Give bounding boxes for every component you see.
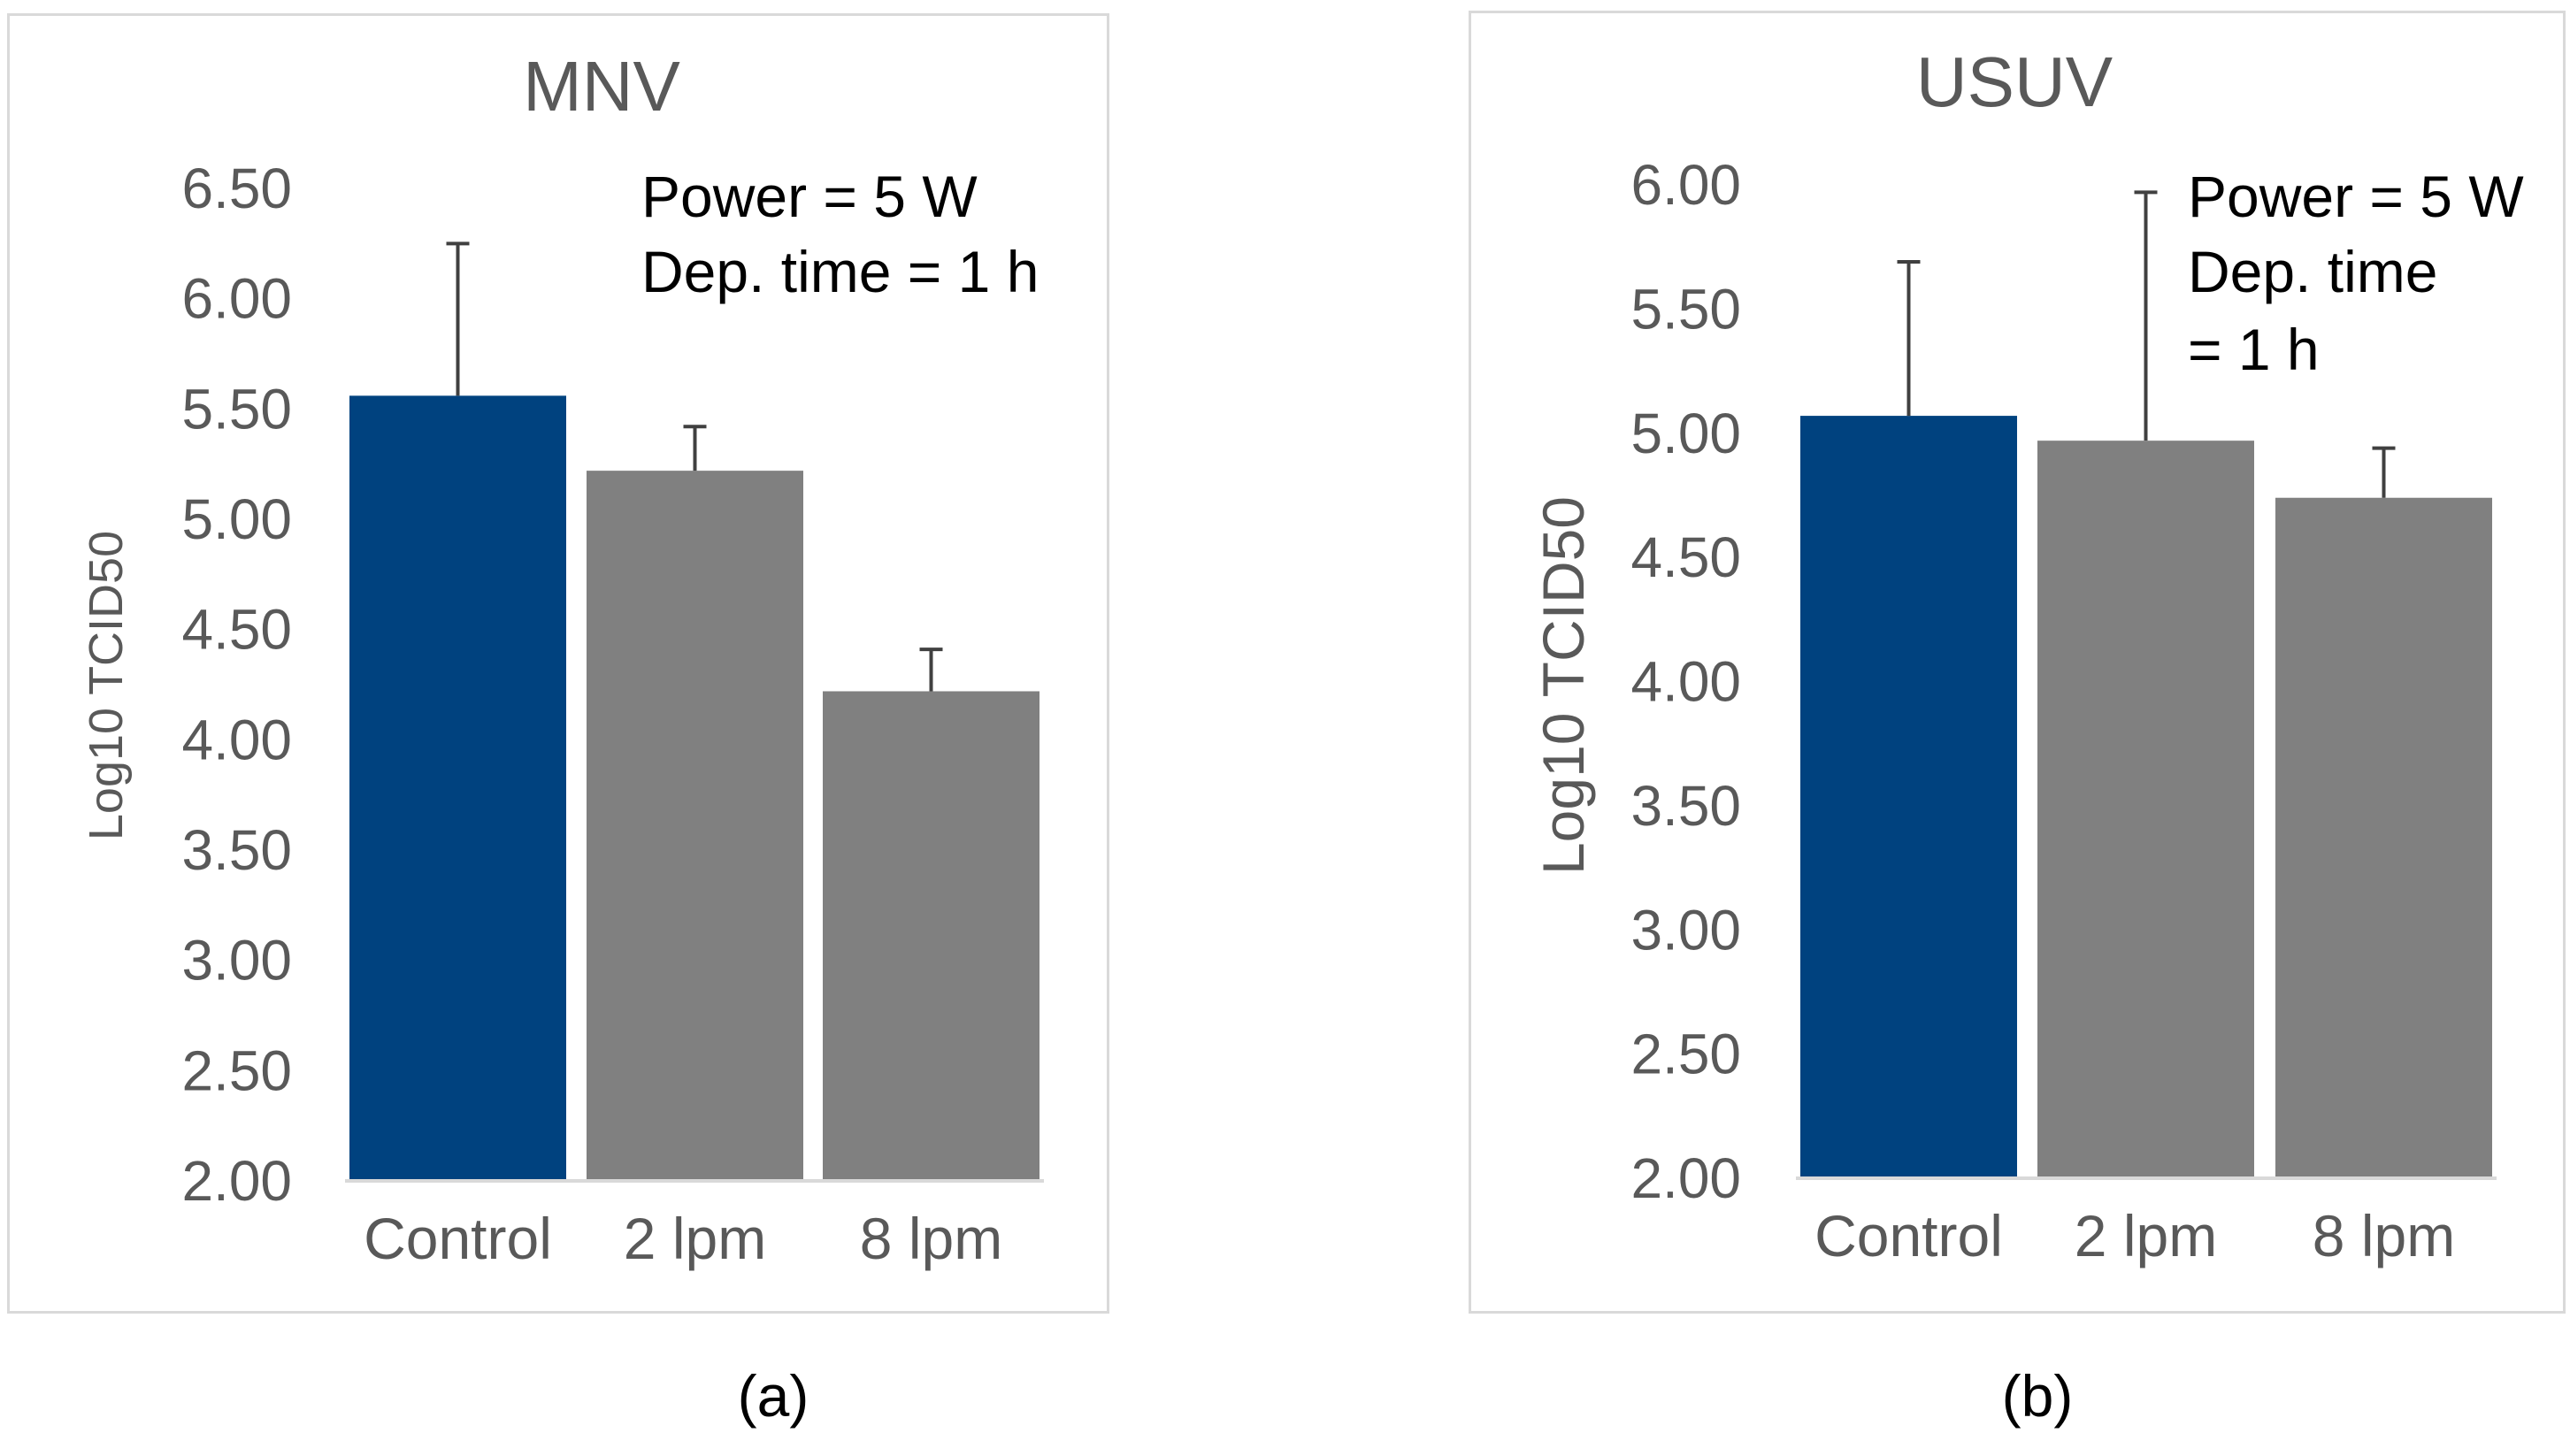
y-tick-label: 3.50 [1630, 774, 1741, 838]
y-tick-label: 2.50 [181, 1038, 292, 1102]
y-axis-label: Log10 TCID50 [80, 531, 133, 840]
y-tick-label: 4.00 [181, 708, 292, 771]
chart-title: USUV [1916, 42, 2114, 121]
caption-a: (a) [737, 1363, 809, 1429]
y-tick-label: 6.00 [1630, 153, 1741, 217]
error-bar [1897, 260, 1921, 417]
x-tick-label: 2 lpm [624, 1206, 766, 1271]
bar-8-lpm [823, 691, 1040, 1181]
y-tick-label: 3.00 [181, 929, 292, 992]
bar-2-lpm [587, 471, 803, 1181]
y-axis-label: Log10 TCID50 [1530, 496, 1596, 875]
x-tick-label: Control [1814, 1203, 2003, 1268]
y-tick-label: 5.50 [1630, 277, 1741, 341]
error-bar [919, 648, 943, 692]
y-tick-label: 2.50 [1630, 1023, 1741, 1086]
y-tick-label: 4.50 [1630, 525, 1741, 589]
y-tick-label: 2.00 [181, 1149, 292, 1213]
bar-control [349, 395, 566, 1182]
y-tick-label: 5.50 [181, 377, 292, 441]
y-tick-label: 4.50 [181, 598, 292, 662]
bar-2-lpm [2037, 441, 2254, 1178]
y-tick-label: 2.00 [1630, 1146, 1741, 1210]
chart-annotation: Power = 5 W [641, 164, 978, 229]
y-tick-label: 6.50 [181, 157, 292, 220]
error-bar [446, 241, 470, 396]
chart-annotation: Power = 5 W [2188, 164, 2524, 229]
caption-b: (b) [2001, 1363, 2074, 1429]
bar-8-lpm [2275, 497, 2492, 1178]
x-tick-label: 8 lpm [2313, 1203, 2455, 1268]
chart-annotation: = 1 h [2188, 317, 2320, 382]
chart-annotation: Dep. time [2188, 239, 2437, 304]
y-tick-label: 5.00 [181, 487, 292, 551]
chart-annotation: Dep. time = 1 h [641, 239, 1039, 304]
error-bar [2372, 446, 2396, 498]
x-tick-label: Control [364, 1206, 552, 1271]
y-tick-label: 6.00 [181, 267, 292, 331]
x-tick-label: 2 lpm [2075, 1203, 2217, 1268]
y-tick-label: 3.50 [181, 818, 292, 882]
error-bar [2134, 190, 2158, 441]
y-tick-label: 3.00 [1630, 898, 1741, 962]
y-tick-label: 5.00 [1630, 402, 1741, 465]
bar-control [1800, 416, 2017, 1178]
error-bar [683, 425, 707, 471]
x-tick-label: 8 lpm [860, 1206, 1002, 1271]
chart-title: MNV [523, 47, 680, 126]
y-tick-label: 4.00 [1630, 650, 1741, 714]
